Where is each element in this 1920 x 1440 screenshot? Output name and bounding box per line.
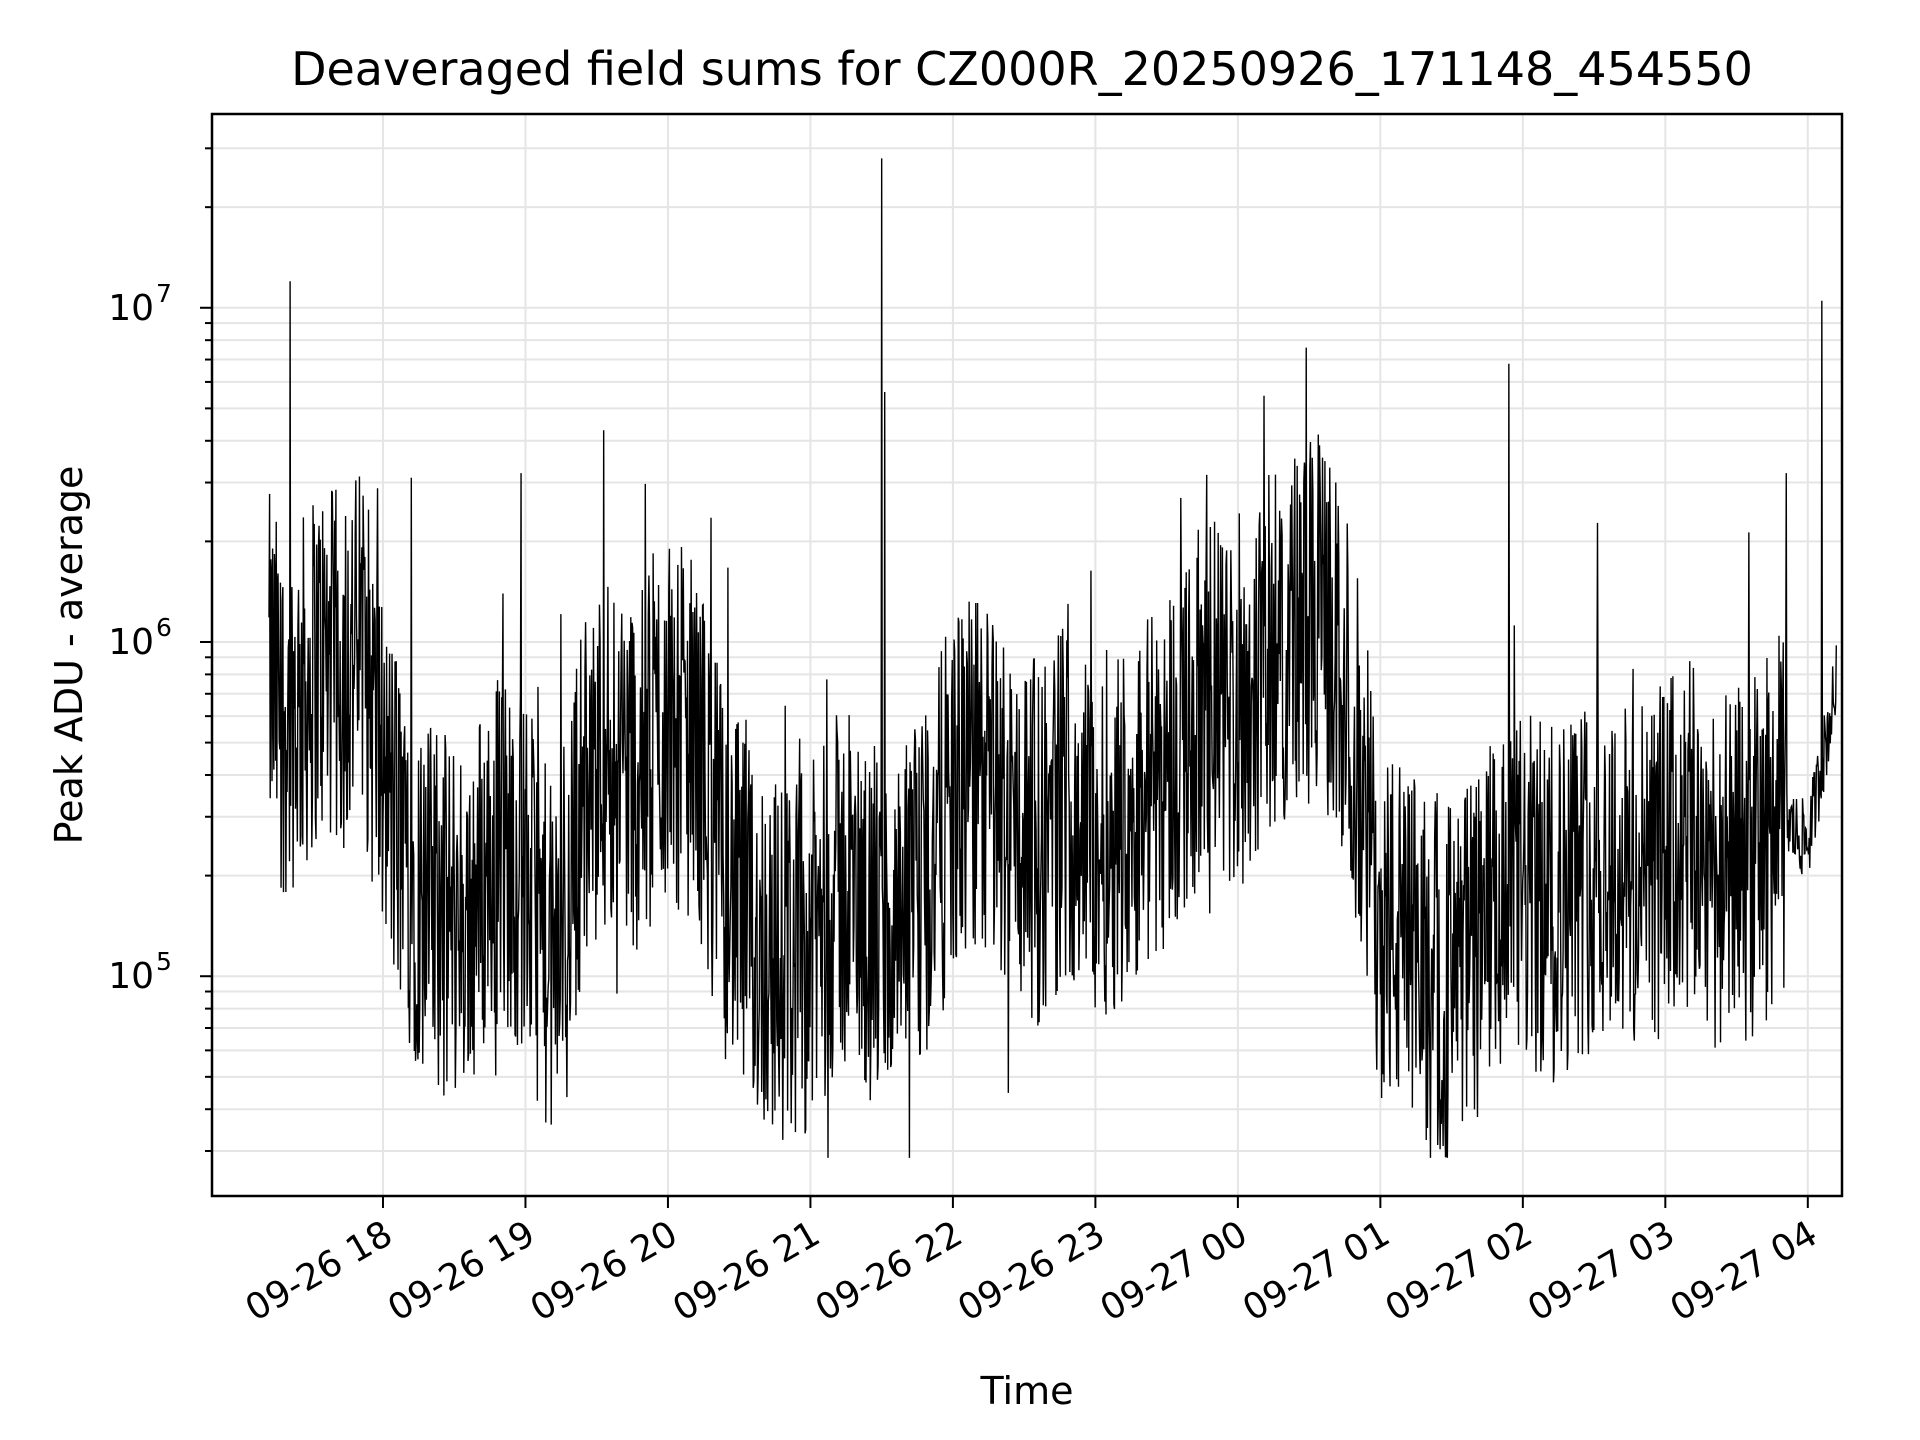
- x-tick-label: 09-27 02: [1379, 1213, 1540, 1329]
- x-tick-label: 09-26 22: [809, 1213, 970, 1329]
- x-tick-label: 09-27 01: [1236, 1213, 1397, 1329]
- x-tick-label: 09-26 21: [666, 1213, 827, 1329]
- y-tick-label: 10: [108, 288, 154, 329]
- y-tick-exponent: 7: [156, 279, 172, 308]
- x-tick-label: 09-26 19: [381, 1213, 542, 1329]
- y-tick-label: 10: [108, 622, 154, 663]
- plot-frame: [210, 112, 1844, 1198]
- x-tick-label: 09-26 23: [951, 1213, 1112, 1329]
- x-tick-label: 09-27 03: [1521, 1213, 1682, 1329]
- series-layer: [268, 158, 1837, 1158]
- x-axis-label: Time: [980, 1369, 1074, 1413]
- x-tick-label: 09-27 04: [1664, 1213, 1825, 1329]
- y-tick-label: 10: [108, 956, 154, 997]
- y-tick-exponent: 6: [156, 613, 172, 642]
- series-line: [268, 158, 1837, 1158]
- y-axis-label: Peak ADU - average: [47, 466, 91, 845]
- x-tick-label: 09-27 00: [1094, 1213, 1255, 1329]
- chart-title: Deaveraged field sums for CZ000R_2025092…: [291, 42, 1753, 96]
- x-tick-label: 09-26 20: [524, 1213, 685, 1329]
- x-tick-label: 09-26 18: [239, 1213, 400, 1329]
- y-tick-exponent: 5: [156, 947, 172, 976]
